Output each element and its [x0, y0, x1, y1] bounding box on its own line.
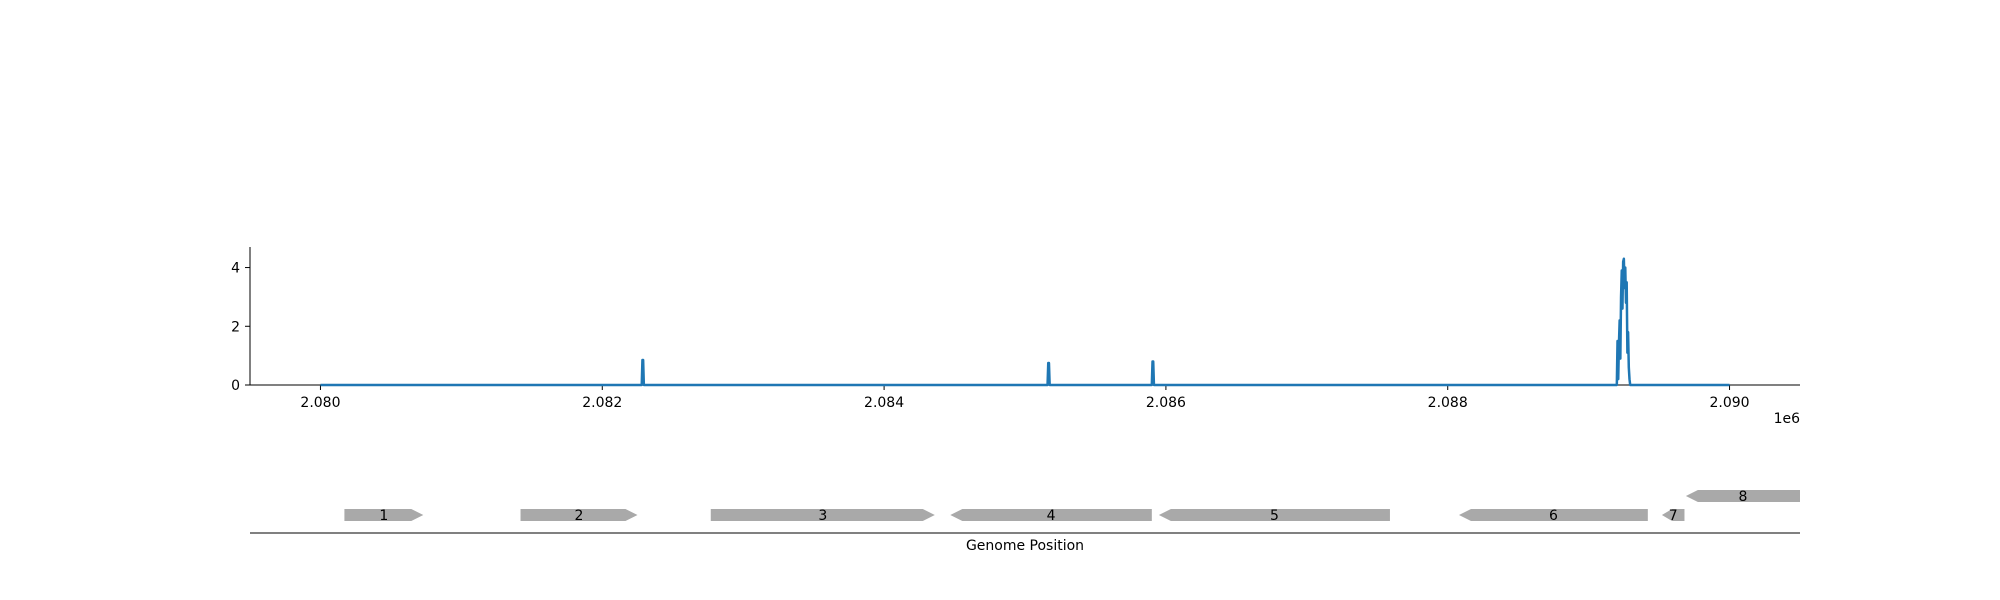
y-ticks: 0 2 4 [231, 261, 250, 394]
gene-feature-arrow [950, 509, 1152, 521]
gene-track: 1 2 3 4 5 6 7 8 Genome Position [250, 489, 1800, 554]
gene-feature-label: 2 [575, 508, 584, 524]
gene-feature-label: 5 [1270, 508, 1279, 524]
x-tick-label: 2.090 [1709, 395, 1749, 411]
gene-features: 1 2 3 4 5 6 7 8 [344, 489, 1800, 524]
gene-feature-arrow [344, 509, 424, 521]
x-tick-label: 2.084 [864, 395, 904, 411]
gene-feature-arrow [1459, 509, 1648, 521]
x-ticks: 2.080 2.082 2.084 2.086 2.088 2.090 [300, 385, 1750, 411]
gene-feature-label: 4 [1047, 508, 1056, 524]
x-tick-label: 2.088 [1428, 395, 1468, 411]
coverage-series [320, 257, 1730, 387]
x-tick-label: 2.082 [582, 395, 622, 411]
x-offset-label: 1e6 [1774, 411, 1801, 427]
y-tick-label: 2 [231, 319, 240, 335]
y-tick-label: 4 [231, 261, 240, 277]
gene-feature-arrow [1661, 509, 1685, 521]
gene-feature-label: 8 [1738, 489, 1747, 505]
gene-feature-arrow [1685, 490, 1800, 502]
x-tick-label: 2.086 [1146, 395, 1186, 411]
gene-feature-arrow [710, 509, 935, 521]
coverage-line [320, 257, 1730, 387]
gene-feature-label: 1 [379, 508, 388, 524]
gene-feature-label: 3 [818, 508, 827, 524]
x-tick-label: 2.080 [300, 395, 340, 411]
x-axis-label: Genome Position [966, 538, 1084, 554]
gene-feature-label: 6 [1549, 508, 1558, 524]
gene-feature-arrow [520, 509, 638, 521]
y-tick-label: 0 [231, 378, 240, 394]
coverage-plot: 2.080 2.082 2.084 2.086 2.088 2.090 0 2 4 1e6 [231, 247, 1800, 427]
gene-feature-label: 7 [1669, 508, 1678, 524]
gene-feature-arrow [1158, 509, 1390, 521]
